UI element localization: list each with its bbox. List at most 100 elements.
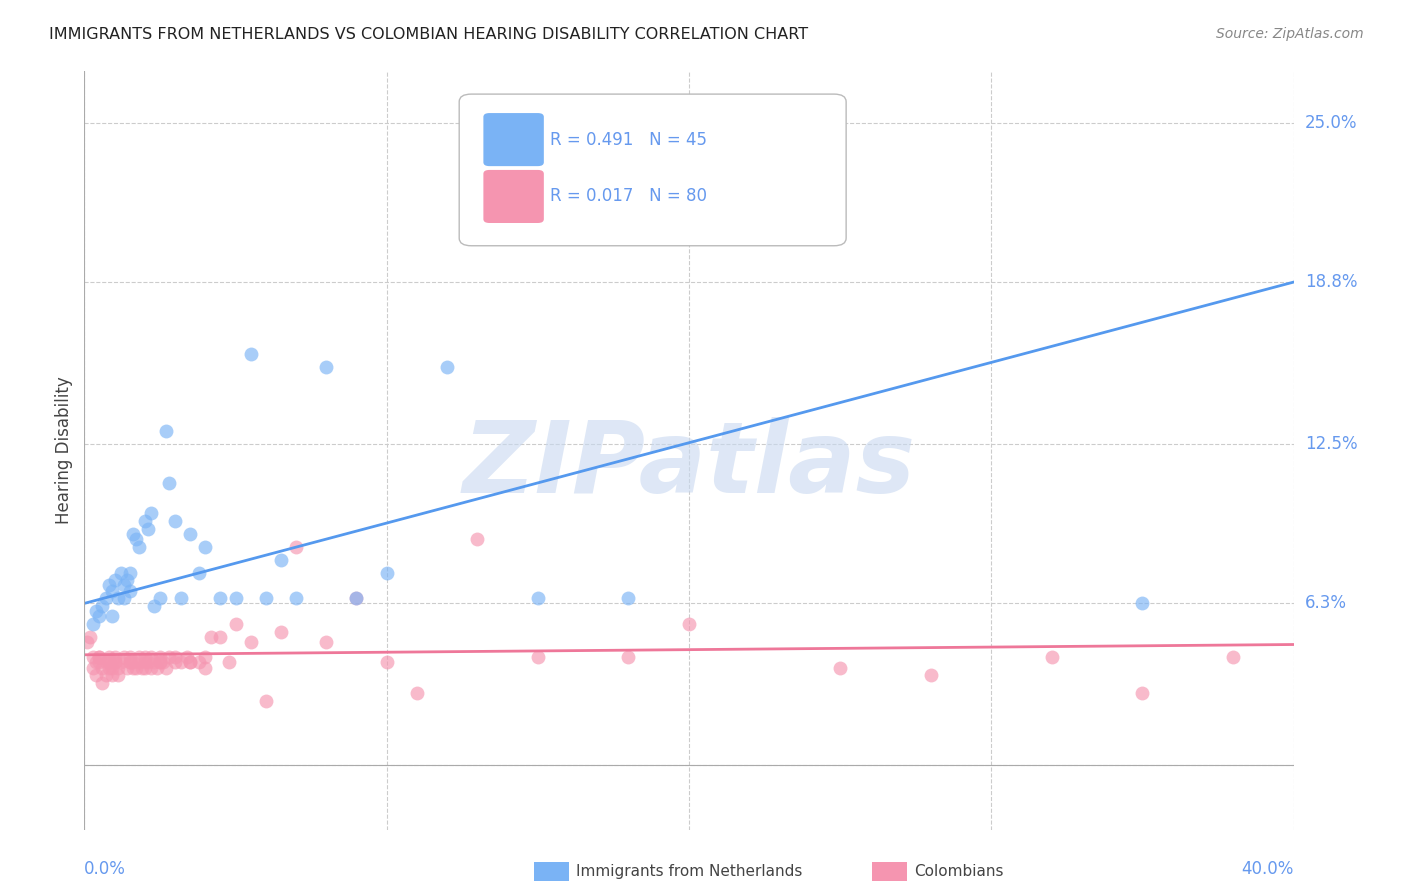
Point <box>239 635 262 649</box>
Point <box>134 514 156 528</box>
Point <box>128 540 150 554</box>
Point <box>97 578 120 592</box>
Point <box>118 650 141 665</box>
Point <box>1130 686 1153 700</box>
Point <box>139 507 162 521</box>
Point <box>179 527 201 541</box>
Point <box>1222 650 1244 665</box>
Point <box>467 532 489 546</box>
Point <box>155 424 177 438</box>
Point <box>1130 596 1153 610</box>
Point <box>142 599 165 613</box>
Point <box>155 660 177 674</box>
Point <box>112 591 135 606</box>
Point <box>225 591 247 606</box>
Point <box>200 630 222 644</box>
Point <box>86 656 108 670</box>
Point <box>375 566 398 580</box>
Point <box>146 660 169 674</box>
Point <box>100 609 122 624</box>
Point <box>157 650 180 665</box>
Point <box>134 650 156 665</box>
Point <box>188 656 211 670</box>
Point <box>179 656 201 670</box>
Point <box>104 574 127 588</box>
Point <box>115 574 138 588</box>
Point <box>188 566 211 580</box>
Point <box>121 527 143 541</box>
Point <box>920 668 942 682</box>
Point <box>112 578 135 592</box>
Text: 40.0%: 40.0% <box>1241 860 1294 878</box>
Point <box>100 660 122 674</box>
Point <box>225 616 247 631</box>
Point <box>100 668 122 682</box>
Point <box>118 656 141 670</box>
Point <box>131 660 153 674</box>
Point <box>285 591 308 606</box>
Point <box>107 660 129 674</box>
Point <box>86 604 108 618</box>
Text: R = 0.017   N = 80: R = 0.017 N = 80 <box>550 187 707 205</box>
Text: 25.0%: 25.0% <box>1305 114 1357 132</box>
Point <box>128 656 150 670</box>
Point <box>149 656 172 670</box>
Text: Colombians: Colombians <box>914 864 1004 879</box>
Point <box>125 660 148 674</box>
FancyBboxPatch shape <box>484 113 544 166</box>
Point <box>170 656 193 670</box>
Point <box>176 650 198 665</box>
Point <box>194 660 217 674</box>
FancyBboxPatch shape <box>460 95 846 245</box>
Text: 12.5%: 12.5% <box>1305 435 1357 453</box>
Point <box>179 656 201 670</box>
Point <box>254 591 277 606</box>
Point <box>97 660 120 674</box>
Point <box>110 566 132 580</box>
Point <box>104 656 127 670</box>
Point <box>115 660 138 674</box>
Point <box>94 656 117 670</box>
Point <box>165 650 187 665</box>
Point <box>617 650 640 665</box>
Point <box>97 656 120 670</box>
Point <box>315 359 337 374</box>
Point <box>285 540 308 554</box>
Point <box>239 347 262 361</box>
Point <box>157 475 180 490</box>
Point <box>94 591 117 606</box>
Point <box>678 616 700 631</box>
Point <box>617 591 640 606</box>
Point <box>136 522 159 536</box>
Point <box>315 635 337 649</box>
Point <box>89 609 111 624</box>
Point <box>209 630 232 644</box>
Point <box>149 591 172 606</box>
Point <box>104 650 127 665</box>
Point <box>1040 650 1063 665</box>
Point <box>830 660 852 674</box>
Text: IMMIGRANTS FROM NETHERLANDS VS COLOMBIAN HEARING DISABILITY CORRELATION CHART: IMMIGRANTS FROM NETHERLANDS VS COLOMBIAN… <box>49 27 808 42</box>
Point <box>100 583 122 598</box>
Point <box>170 591 193 606</box>
Point <box>165 656 187 670</box>
Point <box>527 650 550 665</box>
Point <box>82 650 104 665</box>
Point <box>738 193 761 207</box>
Text: Source: ZipAtlas.com: Source: ZipAtlas.com <box>1216 27 1364 41</box>
Point <box>149 656 172 670</box>
Point <box>82 616 104 631</box>
Point <box>76 635 98 649</box>
Point <box>346 591 368 606</box>
Text: 18.8%: 18.8% <box>1305 273 1357 291</box>
Point <box>91 676 114 690</box>
Point <box>94 668 117 682</box>
Point <box>270 624 292 639</box>
Point <box>152 656 174 670</box>
Point <box>139 660 162 674</box>
Point <box>125 532 148 546</box>
Point <box>128 650 150 665</box>
Point <box>89 650 111 665</box>
FancyBboxPatch shape <box>484 170 544 223</box>
Point <box>107 591 129 606</box>
